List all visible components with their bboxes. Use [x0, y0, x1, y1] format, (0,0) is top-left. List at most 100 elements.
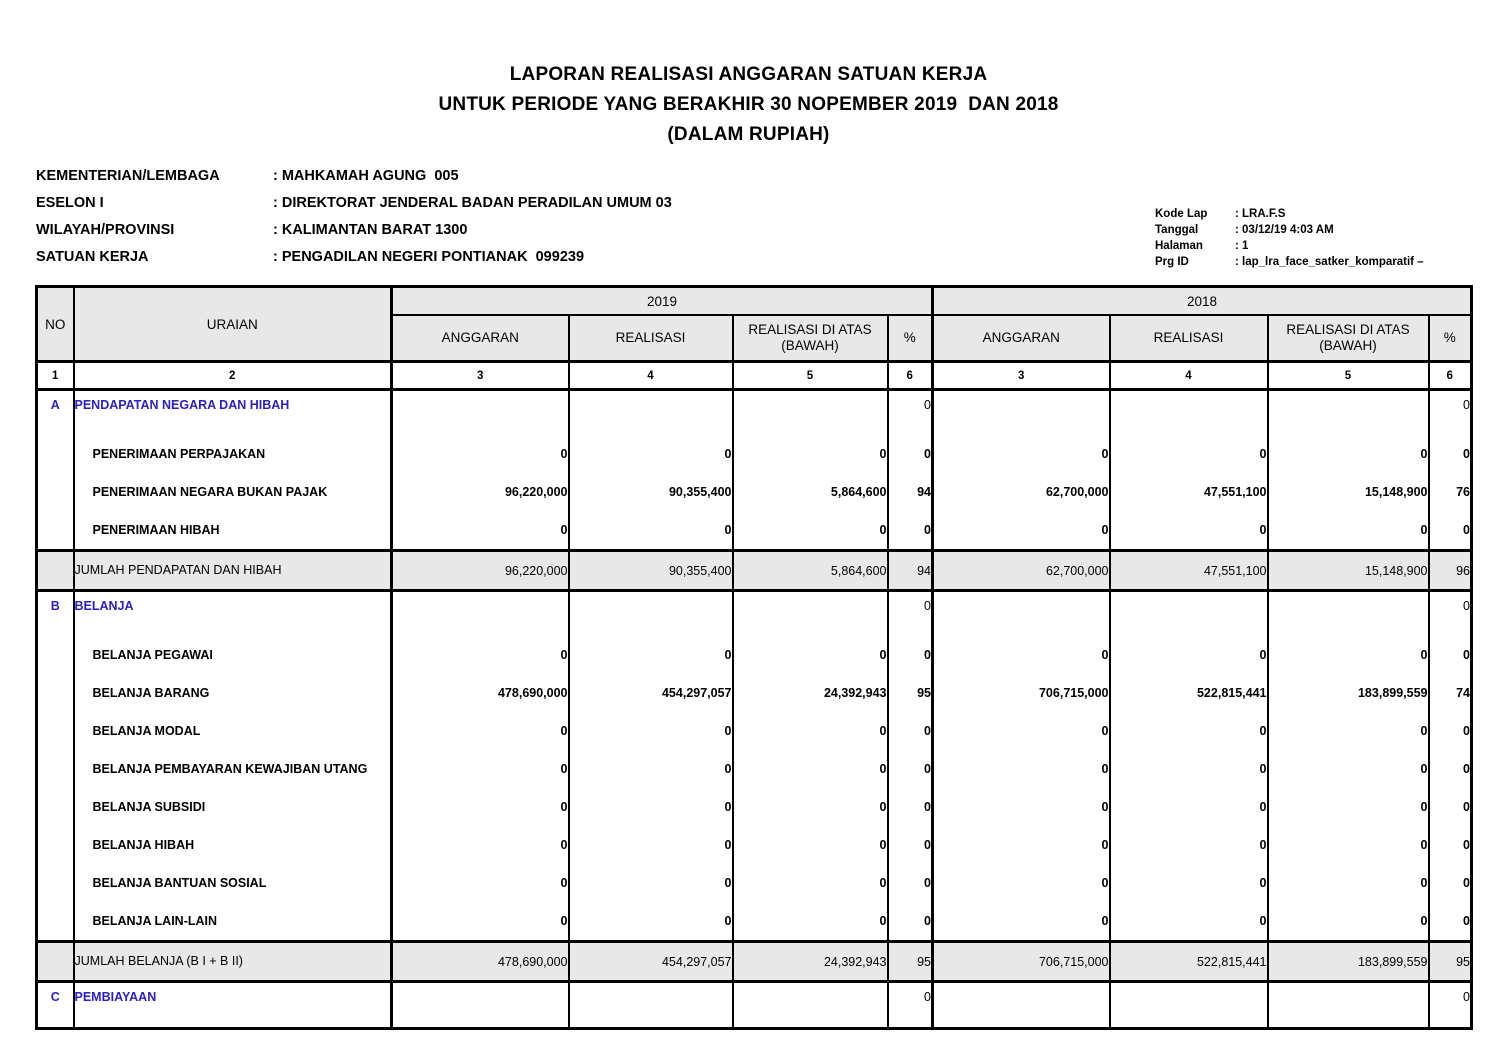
cell-value: 0: [1108, 788, 1268, 826]
cell-value: 0: [931, 902, 1110, 942]
row-no: [37, 788, 74, 826]
cell-value: 96,220,000: [390, 473, 569, 511]
column-header-persen-2019: %: [886, 315, 933, 363]
table-row: BELANJA SUBSIDI 0 0 0 0 0 0 0 0: [37, 788, 1472, 826]
row-no: [37, 712, 74, 750]
cell-value: [567, 981, 733, 1029]
table-row: BELANJA MODAL 0 0 0 0 0 0 0 0: [37, 712, 1472, 750]
cell-value: [1266, 590, 1429, 636]
cell-value: 15,148,900: [1266, 549, 1429, 592]
entity-info-value: : DIREKTORAT JENDERAL BADAN PERADILAN UM…: [273, 195, 672, 211]
cell-value: 522,815,441: [1108, 940, 1268, 983]
row-no: [36, 940, 74, 983]
entity-info-value: : PENGADILAN NEGERI PONTIANAK 099239: [273, 249, 585, 265]
cell-value: 5,864,600: [731, 549, 888, 592]
cell-value: [390, 389, 569, 435]
entity-info-label: KEMENTERIAN/LEMBAGA: [36, 168, 220, 184]
column-header-no: NO: [36, 286, 74, 363]
column-number: 2: [72, 361, 392, 391]
row-label: BELANJA PEGAWAI: [72, 636, 392, 674]
table-row: BELANJA BARANG 478,690,000 454,297,057 24,3…: [37, 674, 1472, 712]
cell-value: 0: [1266, 750, 1429, 788]
row-label: BELANJA MODAL: [72, 712, 392, 750]
entity-info-label: SATUAN KERJA: [36, 249, 149, 265]
cell-value: 706,715,000: [931, 674, 1110, 712]
row-label: PENDAPATAN NEGARA DAN HIBAH: [72, 389, 392, 435]
meta-label: Halaman: [1155, 240, 1203, 252]
table-row: PENERIMAAN PERPAJAKAN 0 0 0 0 0 0 0 0: [37, 435, 1472, 473]
cell-value: 24,392,943: [731, 674, 888, 712]
cell-value: 0: [1427, 981, 1472, 1029]
meta-label: Kode Lap: [1155, 208, 1208, 220]
column-number: 6: [1427, 361, 1472, 391]
table-column-number-row: 1 2 3 4 5 6 3 4 5 6: [36, 361, 1472, 391]
cell-value: 0: [886, 981, 933, 1029]
cell-value: 15,148,900: [1266, 473, 1429, 511]
column-header-persen-2018: %: [1427, 315, 1472, 363]
row-label: PENERIMAAN HIBAH: [72, 511, 392, 551]
table-row: JUMLAH PENDAPATAN DAN HIBAH 96,220,000 90,…: [36, 549, 1472, 592]
cell-value: 0: [731, 788, 888, 826]
meta-row-tanggal: Tanggal : 03/12/19 4:03 AM: [1155, 222, 1424, 238]
entity-info-row-kementerian: KEMENTERIAN/LEMBAGA : MAHKAMAH AGUNG 005: [36, 163, 672, 190]
cell-value: [1108, 389, 1268, 435]
meta-row-kode-lap: Kode Lap : LRA.F.S: [1155, 206, 1424, 222]
cell-value: 0: [886, 590, 933, 636]
cell-value: 0: [731, 902, 888, 942]
column-number: 4: [567, 361, 733, 391]
cell-value: [1266, 389, 1429, 435]
table-header-subcol-row: ANGGARAN REALISASI REALISASI DI ATAS (BA…: [37, 315, 1472, 363]
cell-value: 0: [390, 435, 569, 473]
cell-value: 0: [390, 712, 569, 750]
column-number: 3: [390, 361, 569, 391]
cell-value: 0: [931, 826, 1110, 864]
cell-value: 183,899,559: [1266, 674, 1429, 712]
table-row: BELANJA PEMBAYARAN KEWAJIBAN UTANG 0 0 0 0 0 0…: [37, 750, 1472, 788]
cell-value: [567, 389, 733, 435]
table-row: PENERIMAAN NEGARA BUKAN PAJAK 96,220,000 9…: [37, 473, 1472, 511]
cell-value: 0: [567, 511, 733, 551]
cell-value: 522,815,441: [1108, 674, 1268, 712]
cell-value: 5,864,600: [731, 473, 888, 511]
cell-value: 0: [390, 636, 569, 674]
cell-value: 0: [1266, 511, 1429, 551]
cell-value: 0: [1108, 636, 1268, 674]
cell-value: 0: [1108, 511, 1268, 551]
cell-value: 478,690,000: [390, 940, 569, 983]
table-header-year-row: NO URAIAN 2019 2018: [36, 286, 1472, 363]
row-no: [37, 473, 74, 511]
cell-value: 96,220,000: [390, 549, 569, 592]
cell-value: 90,355,400: [567, 473, 733, 511]
cell-value: 76: [1427, 473, 1472, 511]
cell-value: 90,355,400: [567, 549, 733, 592]
row-no: [37, 826, 74, 864]
cell-value: 0: [1427, 511, 1472, 551]
row-no: [37, 435, 74, 473]
cell-value: 0: [1427, 788, 1472, 826]
cell-value: 0: [931, 712, 1110, 750]
meta-value: : 03/12/19 4:03 AM: [1235, 224, 1334, 236]
cell-value: [931, 590, 1110, 636]
row-label: PEMBIAYAAN: [72, 981, 392, 1029]
cell-value: 0: [886, 864, 933, 902]
cell-value: 0: [567, 750, 733, 788]
row-no: [37, 902, 74, 942]
cell-value: [731, 389, 888, 435]
cell-value: 0: [731, 864, 888, 902]
row-no: [36, 549, 74, 592]
cell-value: 454,297,057: [567, 940, 733, 983]
cell-value: 0: [1108, 902, 1268, 942]
cell-value: 62,700,000: [931, 473, 1110, 511]
cell-value: 0: [567, 636, 733, 674]
column-number: 4: [1108, 361, 1268, 391]
table-row: C PEMBIAYAAN 0 0: [37, 981, 1472, 1029]
column-header-realisasi-2018: REALISASI: [1108, 315, 1268, 363]
cell-value: 74: [1427, 674, 1472, 712]
column-header-year-2019: 2019: [390, 286, 933, 316]
row-no: [37, 750, 74, 788]
meta-label: Prg ID: [1155, 256, 1189, 268]
report-title-line3: (DALAM RUPIAH): [667, 124, 830, 145]
cell-value: 0: [886, 750, 933, 788]
meta-row-prg-id: Prg ID : lap_lra_face_satker_komparatif …: [1155, 254, 1424, 270]
cell-value: 0: [567, 435, 733, 473]
